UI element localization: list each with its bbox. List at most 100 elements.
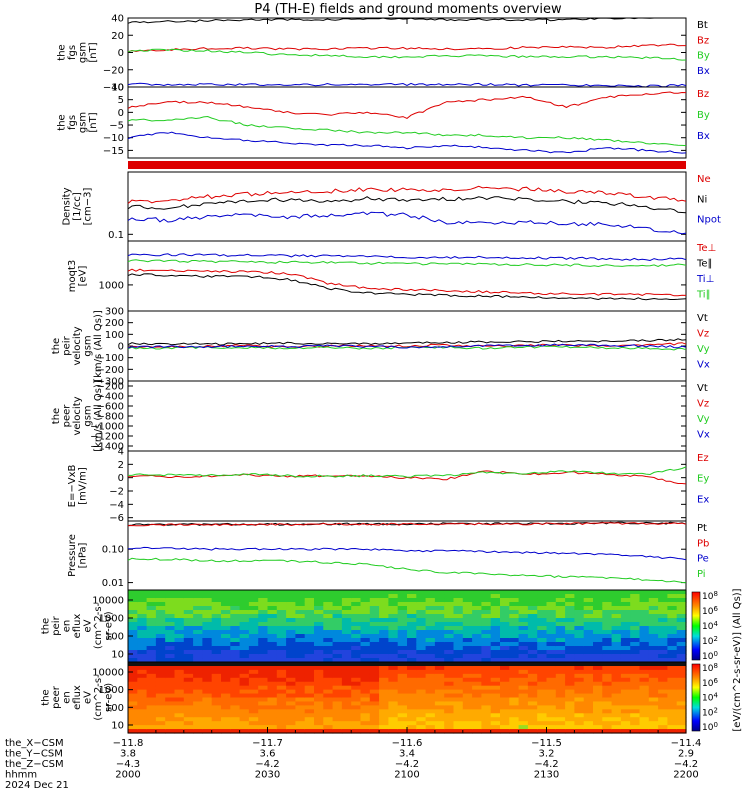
legend-Bx: Bx — [697, 131, 710, 142]
y-label-line: [nT] — [88, 112, 99, 132]
x-row-value: 3.6 — [260, 749, 276, 760]
y-tick-label: 0 — [118, 342, 124, 353]
y-tick-label: −1400 — [90, 442, 124, 453]
y-tick-label: −100 — [97, 353, 124, 364]
legend-Ni: Ni — [697, 194, 707, 205]
y-tick-label: −1000 — [90, 422, 124, 433]
x-row-value: −4.2 — [674, 759, 698, 770]
legend-Vx: Vx — [697, 430, 710, 441]
y-tick-label: 10 — [111, 83, 124, 94]
figure-title: P4 (TH-E) fields and ground moments over… — [254, 2, 562, 17]
y-tick-label: −800 — [97, 412, 124, 423]
y-tick-label: 1000 — [99, 685, 124, 696]
legend-Ti∥: Ti∥ — [696, 290, 711, 301]
series-Ne — [127, 185, 687, 204]
x-row-value: 2000 — [115, 770, 140, 781]
series-Npot — [127, 211, 687, 235]
y-label-line: moqt3 — [67, 260, 78, 293]
x-row-value: 2100 — [394, 770, 419, 781]
legend-Te⊥: Te⊥ — [696, 243, 716, 254]
x-row-label: the_X−CSM — [5, 738, 64, 749]
y-tick-label: −4 — [109, 500, 124, 511]
y-tick-label: 200 — [105, 318, 124, 329]
y-label-line: gsm — [77, 112, 88, 133]
panel-frame — [127, 450, 687, 522]
x-row-label: the_Y−CSM — [5, 749, 63, 760]
legend-Pe: Pe — [697, 554, 709, 565]
x-row-value: 3.2 — [539, 749, 555, 760]
y-label-line: (cm^2-s- — [93, 602, 104, 649]
y-tick-label: 40 — [111, 14, 124, 25]
series-Ti⊥ — [127, 253, 687, 262]
colorbar-tick-label: 104 — [702, 692, 718, 704]
y-label-line: en — [62, 620, 73, 633]
legend-Vt: Vt — [697, 383, 708, 394]
y-tick-label: 0 — [118, 473, 124, 484]
legend-Pt: Pt — [697, 523, 707, 534]
series-By — [127, 48, 687, 61]
series-Bz — [127, 43, 686, 53]
legend-By: By — [697, 110, 710, 121]
legend-Ey: Ey — [697, 474, 709, 485]
y-label-line: velocity — [72, 396, 83, 435]
panel-4: 1000 moqt3 [eV] Te⊥ Te∥ Ti⊥ Ti∥ — [67, 240, 716, 312]
legend-Te∥: Te∥ — [696, 259, 713, 270]
y-label-line: gsm — [77, 42, 88, 63]
y-axis-label: Pressure [nPa] — [67, 534, 89, 577]
legend-Ez: Ez — [697, 453, 709, 464]
y-label-line: eflux — [72, 685, 83, 710]
x-axis: the_X−CSM −11.8 −11.7 −11.6 −11.5 −11.4 the_Y−… — [5, 18, 701, 791]
series-Te⊥ — [127, 268, 687, 297]
x-row-value: 3.4 — [399, 749, 415, 760]
y-axis-label: the peer velocity gsm [km/s (All Qs)] — [51, 380, 104, 452]
y-tick-label: 20 — [111, 31, 124, 42]
y-label-line: the — [56, 114, 67, 130]
y-label-line: [eV] — [77, 266, 88, 287]
legend-Vy: Vy — [697, 414, 710, 425]
x-row-value: −11.6 — [392, 738, 423, 749]
colorbar-strip-2 — [691, 663, 701, 732]
y-tick-label: −6 — [109, 513, 124, 524]
y-tick-label: 0.01 — [102, 578, 124, 589]
series-Pb — [127, 522, 687, 527]
y-tick-label: 0.10 — [102, 545, 124, 556]
y-tick-label: 0.1 — [108, 230, 124, 241]
x-row-value: 2.9 — [678, 749, 694, 760]
date-label: 2024 Dec 21 — [5, 780, 69, 791]
legend-Vt: Vt — [697, 313, 708, 324]
y-label-line: [1/cc] — [72, 192, 83, 221]
y-tick-label: −10 — [103, 133, 124, 144]
legend-Vz: Vz — [697, 329, 709, 340]
y-label-line: eV — [83, 619, 94, 632]
series-Vx — [127, 343, 687, 349]
x-row-value: 3.8 — [120, 749, 136, 760]
y-axis-label: Density [1/cc] [cm−3] — [62, 187, 94, 225]
panel-frame — [127, 380, 687, 452]
y-tick-label: 10000 — [92, 596, 124, 607]
y-label-line: the — [51, 408, 62, 424]
x-row-value: 2200 — [673, 770, 698, 781]
y-tick-label: 100 — [105, 703, 124, 714]
y-axis-label: the peir en eflux eV (cm^2-s-sr-eV) — [41, 602, 115, 649]
panel-frame — [127, 240, 687, 312]
series-Vt — [127, 338, 687, 346]
x-row-value: −4.3 — [116, 759, 140, 770]
legend-Pb: Pb — [697, 538, 709, 549]
legend-Bx: Bx — [697, 66, 710, 77]
y-label-line: Pressure — [67, 534, 78, 577]
legend-Ex: Ex — [697, 494, 709, 505]
legend-Ti⊥: Ti⊥ — [696, 274, 714, 285]
panel-3: 0.1 Density [1/cc] [cm−3] Ne Ni Npot — [62, 171, 721, 242]
mode-bar — [128, 161, 686, 169]
x-row-value: −11.7 — [252, 738, 283, 749]
y-label-line: eflux — [72, 614, 83, 639]
x-row-value: −4.2 — [395, 759, 419, 770]
series-Te∥ — [127, 273, 687, 301]
panel-frame — [127, 171, 687, 242]
legend-Pi: Pi — [697, 569, 706, 580]
y-label-line: sr-eV) — [104, 683, 115, 712]
